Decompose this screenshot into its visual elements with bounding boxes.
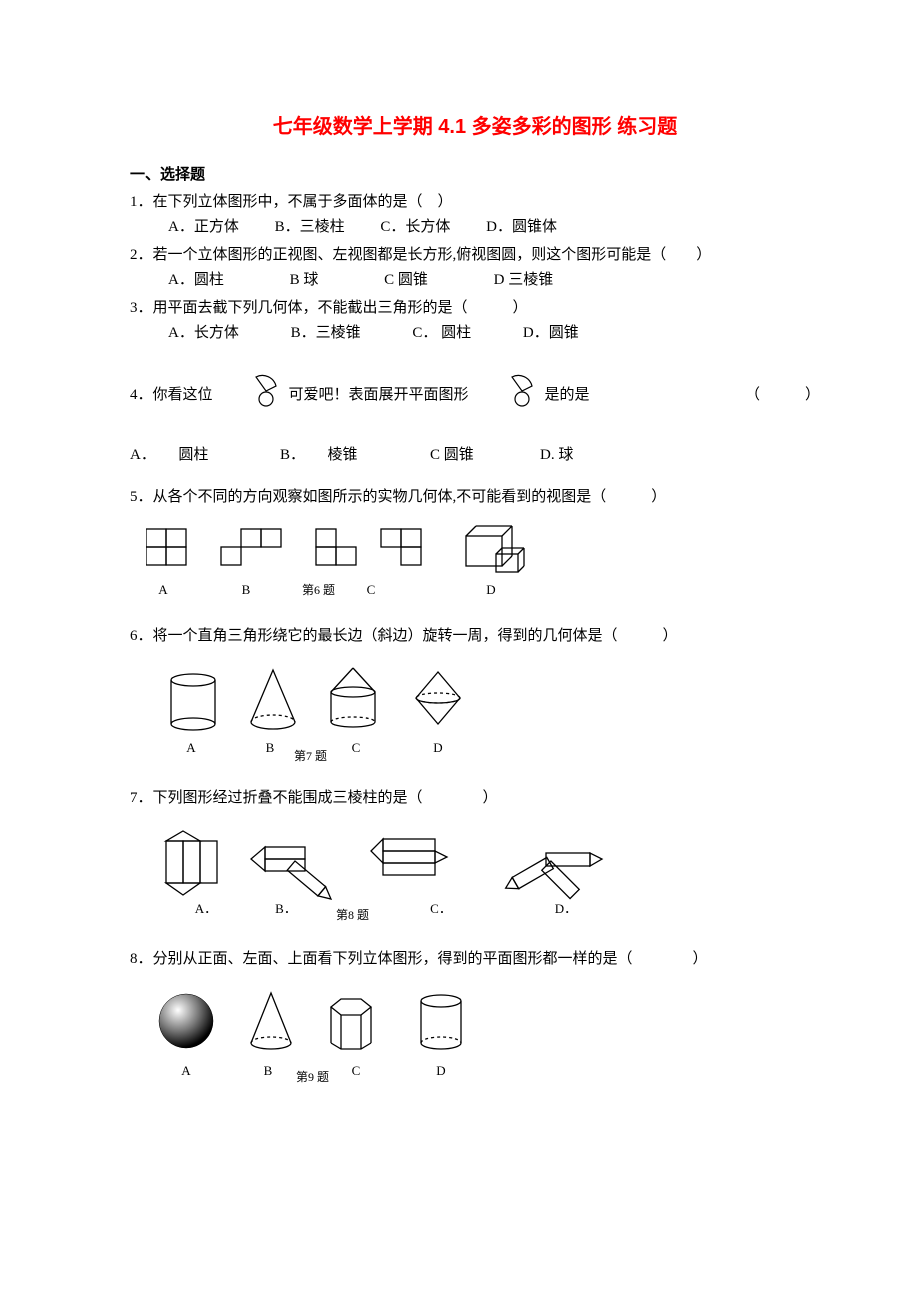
q6-label-a: A <box>186 740 196 755</box>
q2-opt-b: B 球 <box>290 268 319 294</box>
q4-pre: 4．你看这位 <box>130 383 213 409</box>
question-3: 3．用平面去截下列几何体，不能截出三角形的是（ ） A．长方体 B．三棱锥 C．… <box>130 296 820 347</box>
q4-opt-a: A． 圆柱 <box>130 443 280 469</box>
sector-shape-icon <box>223 349 279 444</box>
question-5: 5．从各个不同的方向观察如图所示的实物几何体,不可能看到的视图是（ ） <box>130 485 820 603</box>
q3-text: 3．用平面去截下列几何体，不能截出三角形的是（ ） <box>130 296 820 322</box>
q8-label-b: B <box>264 1063 273 1078</box>
q7-figure: A． B． 第8 题 C． D． <box>146 825 820 925</box>
q5-figure: A B 第6 题 C D <box>146 524 820 602</box>
sector-shape-icon-2 <box>479 349 535 444</box>
page-title: 七年级数学上学期 4.1 多姿多彩的图形 练习题 <box>130 110 820 144</box>
q5-text: 5．从各个不同的方向观察如图所示的实物几何体,不可能看到的视图是（ ） <box>130 485 820 511</box>
q7-label-d: D． <box>555 901 577 916</box>
q1-opt-c: C．长方体 <box>380 215 450 241</box>
q8-text: 8．分别从正面、左面、上面看下列立体图形，得到的平面图形都一样的是（ ） <box>130 947 820 973</box>
question-6: 6．将一个直角三角形绕它的最长边（斜边）旋转一周，得到的几何体是（ ） <box>130 624 820 764</box>
q6-label-c: C <box>352 740 361 755</box>
q7-label-a: A． <box>195 901 217 916</box>
q3-opt-b: B．三棱锥 <box>291 321 361 347</box>
section-heading: 一、选择题 <box>130 162 820 188</box>
q8-figure: A B 第9 题 C D <box>146 987 820 1087</box>
q3-opt-d: D．圆锥 <box>523 321 579 347</box>
q3-opt-c: C． 圆柱 <box>412 321 471 347</box>
question-1: 1．在下列立体图形中，不属于多面体的是（ ） A．正方体 B．三棱柱 C．长方体… <box>130 190 820 241</box>
q5-label-a: A <box>158 582 168 597</box>
question-7: 7．下列图形经过折叠不能围成三棱柱的是（ ） <box>130 786 820 926</box>
q1-opt-a: A．正方体 <box>168 215 239 241</box>
q2-opt-c: C 圆锥 <box>384 268 428 294</box>
q4-opt-d: D. 球 <box>540 443 573 469</box>
q5-label-b: B <box>242 582 251 597</box>
q3-opt-a: A．长方体 <box>168 321 239 347</box>
q5-label-d: D <box>486 582 495 597</box>
q6-figure: A B 第7 题 C D <box>146 664 820 764</box>
q2-opt-a: A．圆柱 <box>168 268 224 294</box>
question-4: 4．你看这位 可爱吧！表面展开平面图形 是的是 （ ） A． 圆柱 B． 棱锥 <box>130 349 820 469</box>
q1-opt-d: D．圆锥体 <box>486 215 557 241</box>
q7-caption: 第8 题 <box>336 908 369 922</box>
q2-opt-d: D 三棱锥 <box>494 268 554 294</box>
q5-caption: 第6 题 <box>302 583 335 597</box>
question-2: 2．若一个立体图形的正视图、左视图都是长方形,俯视图圆，则这个图形可能是（ ） … <box>130 243 820 294</box>
q8-label-c: C <box>352 1063 361 1078</box>
q2-text: 2．若一个立体图形的正视图、左视图都是长方形,俯视图圆，则这个图形可能是（ ） <box>130 243 820 269</box>
q7-label-c: C． <box>430 901 452 916</box>
q1-opt-b: B．三棱柱 <box>275 215 345 241</box>
q4-opt-c: C 圆锥 <box>430 443 540 469</box>
q4-paren: （ ） <box>745 383 820 409</box>
q6-text: 6．将一个直角三角形绕它的最长边（斜边）旋转一周，得到的几何体是（ ） <box>130 624 820 650</box>
q6-caption: 第7 题 <box>294 749 327 763</box>
q1-text: 1．在下列立体图形中，不属于多面体的是（ ） <box>130 190 820 216</box>
q5-label-c: C <box>367 582 376 597</box>
question-8: 8．分别从正面、左面、上面看下列立体图形，得到的平面图形都一样的是（ ） <box>130 947 820 1087</box>
q7-text: 7．下列图形经过折叠不能围成三棱柱的是（ ） <box>130 786 820 812</box>
q4-post: 是的是 <box>545 383 590 409</box>
q4-opt-b: B． 棱锥 <box>280 443 430 469</box>
q6-label-d: D <box>433 740 442 755</box>
q4-mid: 可爱吧！表面展开平面图形 <box>289 383 469 409</box>
q8-label-a: A <box>181 1063 191 1078</box>
q8-label-d: D <box>436 1063 445 1078</box>
q6-label-b: B <box>266 740 275 755</box>
q8-caption: 第9 题 <box>296 1070 329 1084</box>
q7-label-b: B． <box>275 901 297 916</box>
